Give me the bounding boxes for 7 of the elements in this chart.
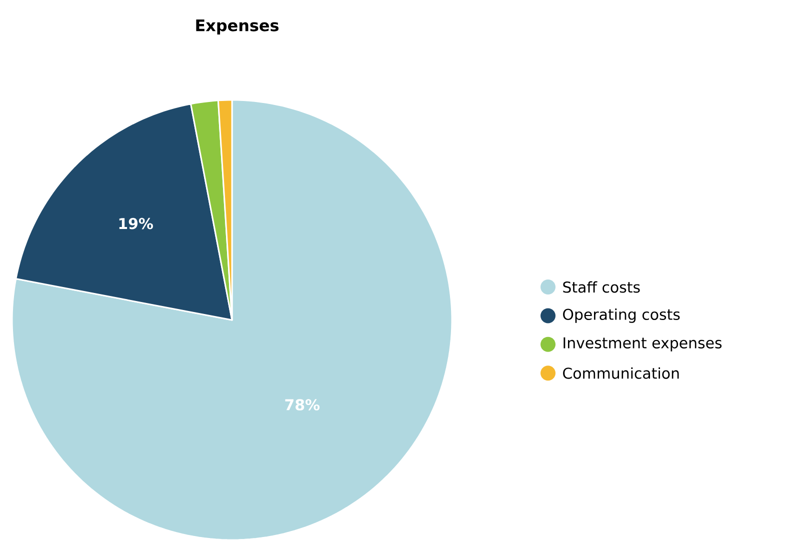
legend-label: Communication	[563, 367, 679, 379]
legend-label: Staff costs	[563, 281, 640, 293]
legend-label: Operating costs	[563, 308, 680, 323]
data-label: 19%	[119, 218, 153, 230]
data-label: 78%	[285, 399, 320, 410]
chart-title: Expenses	[196, 20, 279, 34]
legend-label: Investment expenses	[564, 337, 722, 352]
